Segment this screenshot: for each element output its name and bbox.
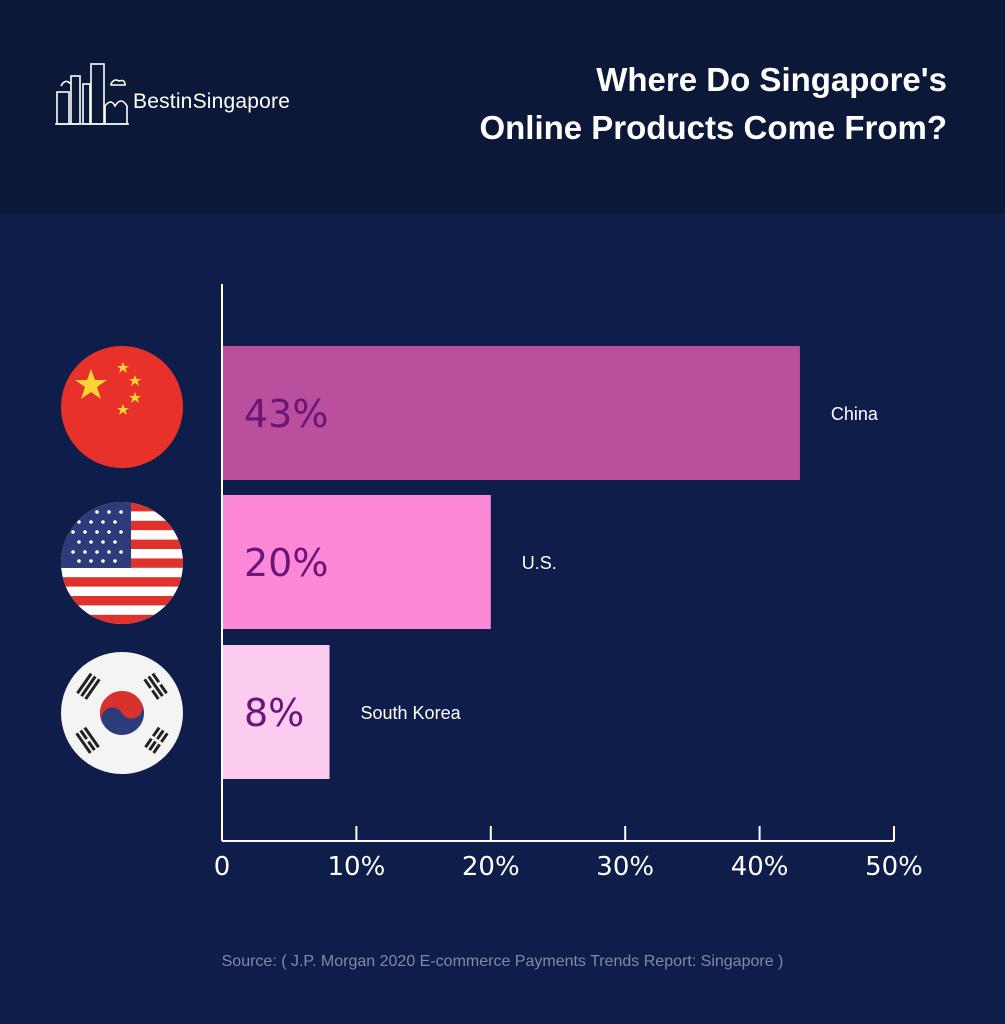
category-label: U.S. [522, 553, 557, 573]
bar-value-label: 43% [244, 392, 328, 436]
header: BestinSingapore Where Do Singapore's Onl… [0, 0, 1005, 214]
source-note: Source: ( J.P. Morgan 2020 E-commerce Pa… [221, 953, 784, 970]
bar-value-label: 20% [244, 541, 328, 585]
x-tick-label: 20% [462, 852, 520, 882]
china-flag-icon [61, 346, 183, 468]
category-label: South Korea [361, 703, 462, 723]
bar-south-korea [222, 645, 330, 779]
bar-u-s [222, 495, 491, 629]
title-line-1: Where Do Singapore's [596, 61, 947, 98]
title-line-2: Online Products Come From? [479, 109, 947, 146]
usa-flag-icon [61, 502, 183, 624]
bar-value-label: 8% [244, 691, 304, 735]
x-tick-label: 30% [596, 852, 654, 882]
x-tick-label: 0 [214, 852, 231, 882]
x-tick-label: 40% [731, 852, 789, 882]
bar-chart: 43% China 20% U.S. 8% South Korea 0 10% 20% 30% 4… [214, 284, 923, 882]
south-korea-flag-icon [61, 652, 183, 774]
x-tick-label: 50% [865, 852, 923, 882]
brand-logo[interactable]: BestinSingapore [55, 62, 355, 126]
bar-china [222, 346, 800, 480]
brand-name: BestinSingapore [133, 90, 291, 113]
chart-area: 43% China 20% U.S. 8% South Korea 0 10% 20% 30% 4… [0, 214, 1005, 1024]
x-tick-label: 10% [328, 852, 386, 882]
skyline-icon [55, 63, 129, 125]
page-title: Where Do Singapore's Online Products Com… [387, 56, 947, 152]
category-label: China [831, 404, 879, 424]
